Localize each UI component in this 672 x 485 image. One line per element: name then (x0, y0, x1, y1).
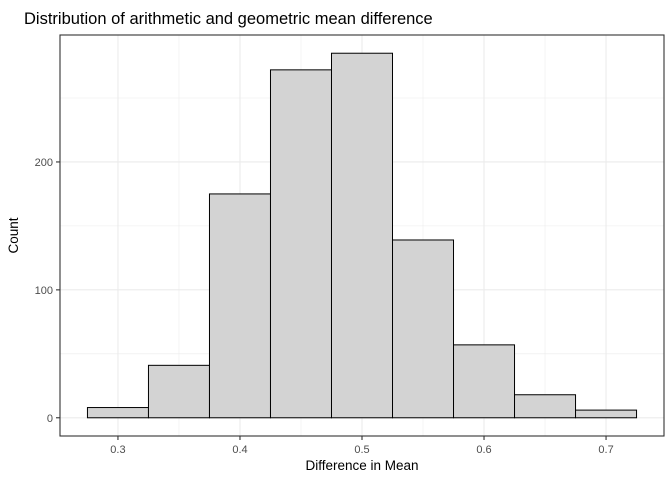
histogram-bar (330, 52, 394, 419)
x-axis-title: Difference in Mean (305, 458, 418, 473)
y-axis-title: Count (6, 217, 21, 253)
y-tick-label: 0 (47, 413, 53, 425)
histogram-bar (575, 409, 638, 419)
y-tick-label: 200 (35, 157, 53, 169)
chart-title: Distribution of arithmetic and geometric… (24, 10, 433, 28)
histogram-bar (86, 407, 149, 419)
histogram-bar (147, 364, 210, 419)
x-tick-label: 0.4 (232, 444, 247, 456)
x-tick-label: 0.7 (598, 444, 613, 456)
histogram-bars (86, 52, 638, 419)
y-tick-label: 100 (35, 285, 53, 297)
histogram-bar (269, 69, 332, 419)
histogram-bar (392, 239, 455, 419)
x-tick-label: 0.6 (476, 444, 491, 456)
x-tick-label: 0.5 (354, 444, 369, 456)
x-tick-label: 0.3 (110, 444, 125, 456)
axes: 0.3 0.4 0.5 0.6 0.7 0 100 200 (35, 157, 614, 456)
histogram-bar (208, 193, 271, 419)
histogram-bar (514, 394, 577, 419)
histogram-bar (453, 344, 516, 419)
